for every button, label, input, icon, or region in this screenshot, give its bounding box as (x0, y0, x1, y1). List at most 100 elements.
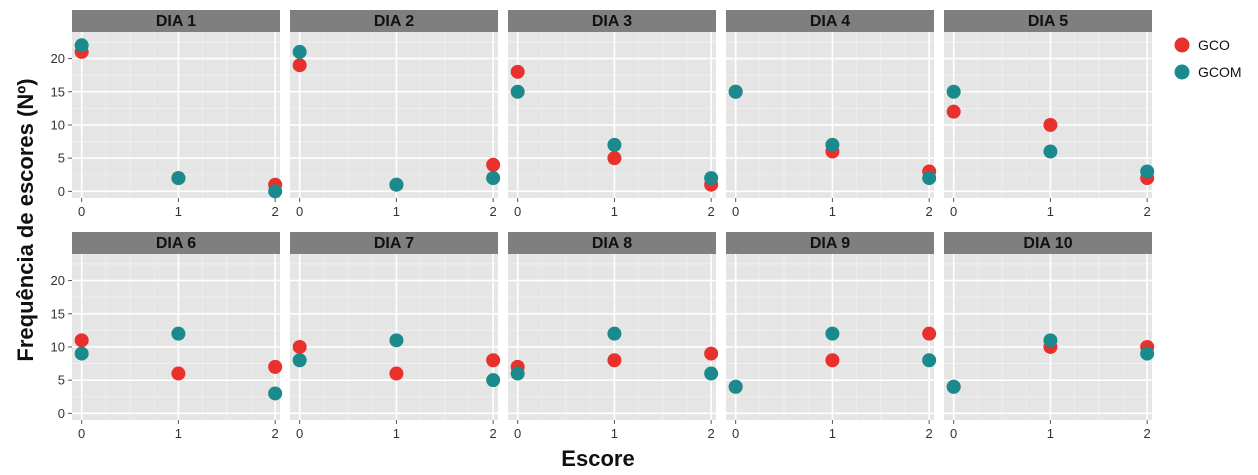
point-gcom (825, 326, 840, 341)
panel-strip (290, 10, 498, 32)
point-gcom (607, 137, 622, 152)
point-gco (292, 339, 307, 354)
panel-title: DIA 2 (374, 13, 414, 30)
plot-background (726, 32, 934, 198)
x-tick-label: 1 (829, 204, 836, 219)
point-gcom (268, 386, 283, 401)
x-tick-label: 1 (393, 204, 400, 219)
panel-title: DIA 8 (592, 235, 632, 252)
point-gcom (510, 366, 525, 381)
point-gco (825, 353, 840, 368)
x-tick-label: 1 (175, 426, 182, 441)
panel-4: DIA 4 0 1 2 (726, 10, 937, 219)
x-tick-label: 1 (829, 426, 836, 441)
point-gcom (946, 379, 961, 394)
point-gco (607, 151, 622, 166)
panel-strip (72, 232, 280, 254)
legend-key-gcom (1174, 64, 1190, 80)
point-gco (946, 104, 961, 119)
panel-title: DIA 10 (1023, 235, 1072, 252)
point-gcom (268, 184, 283, 199)
x-tick-label: 1 (175, 204, 182, 219)
x-tick-label: 2 (926, 204, 933, 219)
x-tick-label: 0 (732, 426, 739, 441)
x-tick-label: 1 (611, 204, 618, 219)
y-tick-label: 15 (51, 84, 65, 99)
point-gco (922, 326, 937, 341)
panel-title: DIA 5 (1028, 13, 1068, 30)
point-gcom (922, 353, 937, 368)
legend-key-gco (1174, 37, 1190, 53)
point-gco (171, 366, 186, 381)
panel-2: DIA 2 0 1 2 (290, 10, 501, 219)
point-gcom (1043, 333, 1058, 348)
plot-background (290, 32, 498, 198)
panel-7: DIA 7 0 1 2 (290, 232, 501, 441)
x-tick-label: 0 (78, 426, 85, 441)
panel-strip (944, 232, 1152, 254)
panel-strip (726, 10, 934, 32)
legend-label-gcom: GCOM (1198, 64, 1242, 80)
y-tick-label: 20 (51, 51, 65, 66)
point-gcom (171, 326, 186, 341)
point-gcom (607, 326, 622, 341)
y-tick-label: 15 (51, 306, 65, 321)
y-tick-label: 5 (58, 151, 65, 166)
panel-strip (72, 10, 280, 32)
point-gcom (728, 84, 743, 99)
x-tick-label: 0 (950, 204, 957, 219)
point-gcom (728, 379, 743, 394)
panel-strip (290, 232, 498, 254)
point-gco (1043, 117, 1058, 132)
point-gcom (1140, 346, 1155, 361)
panel-strip (726, 232, 934, 254)
point-gcom (510, 84, 525, 99)
x-tick-label: 0 (732, 204, 739, 219)
point-gcom (389, 333, 404, 348)
panel-9: DIA 9 0 1 2 (726, 232, 937, 441)
point-gcom (825, 137, 840, 152)
panel-title: DIA 9 (810, 235, 850, 252)
plot-background (72, 32, 280, 198)
point-gcom (171, 171, 186, 186)
point-gcom (389, 177, 404, 192)
point-gco (607, 353, 622, 368)
panel-strip (508, 10, 716, 32)
x-tick-label: 2 (272, 204, 279, 219)
x-tick-label: 0 (296, 204, 303, 219)
legend: GCO GCOM (1174, 37, 1242, 80)
y-axis-title: Frequência de escores (Nº) (13, 78, 38, 361)
point-gcom (486, 373, 501, 388)
point-gco (389, 366, 404, 381)
x-tick-label: 0 (78, 204, 85, 219)
point-gco (510, 64, 525, 79)
panel-title: DIA 1 (156, 13, 196, 30)
point-gcom (292, 353, 307, 368)
x-tick-label: 2 (490, 204, 497, 219)
point-gco (704, 346, 719, 361)
plot-background (508, 32, 716, 198)
point-gcom (704, 366, 719, 381)
point-gcom (74, 346, 89, 361)
legend-label-gco: GCO (1198, 37, 1230, 53)
x-tick-label: 2 (926, 426, 933, 441)
panel-title: DIA 7 (374, 235, 414, 252)
point-gco (292, 58, 307, 73)
panel-3: DIA 3 0 1 2 (508, 10, 719, 219)
point-gco (486, 157, 501, 172)
x-tick-label: 1 (611, 426, 618, 441)
point-gcom (704, 171, 719, 186)
y-tick-label: 0 (58, 184, 65, 199)
x-tick-label: 2 (1144, 426, 1151, 441)
panel-5: DIA 5 0 1 2 (944, 10, 1155, 219)
x-tick-label: 1 (1047, 426, 1054, 441)
x-tick-label: 1 (393, 426, 400, 441)
x-tick-label: 0 (296, 426, 303, 441)
panel-strip (944, 10, 1152, 32)
x-tick-label: 2 (1144, 204, 1151, 219)
point-gcom (946, 84, 961, 99)
y-tick-label: 0 (58, 406, 65, 421)
